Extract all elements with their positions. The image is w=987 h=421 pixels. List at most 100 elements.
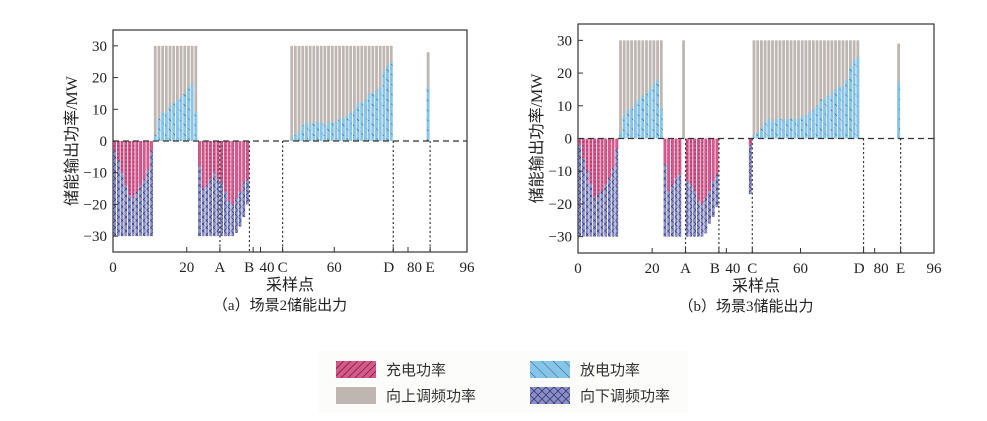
discharge-bar	[389, 61, 393, 141]
discharge-bar	[622, 115, 626, 139]
y-tick-label: −30	[84, 229, 107, 245]
down-reg-bar	[663, 138, 667, 237]
bars	[113, 45, 430, 237]
discharge-bar	[852, 59, 856, 139]
charge-bar	[711, 138, 715, 182]
up-reg-bar	[626, 40, 630, 139]
discharge-bar	[371, 93, 375, 141]
y-tick-label: 30	[557, 33, 572, 49]
x-tick-label: 0	[109, 260, 117, 276]
chart-title: （a）场景2储能出力	[213, 297, 347, 314]
up-reg-bar	[815, 40, 819, 139]
x-tick-label: D	[383, 260, 394, 276]
chart-scenario-2: −30 −20 −10 0 10 20 30 0 20 A B 40 C 60 D 80 E 96 采样点 储能输出功…	[63, 29, 476, 314]
legend-label: 充电功率	[386, 360, 447, 379]
charge-bar	[128, 141, 131, 195]
down-reg-bar	[604, 138, 608, 237]
discharge-bar	[168, 106, 172, 141]
discharge-bar	[619, 131, 622, 139]
legend-label: 放电功率	[580, 360, 641, 379]
discharge-bar	[845, 79, 849, 139]
chart-panel-b: −30 −20 −10 0 10 20 30 0 20 A B 40 C 60 D 80 E 96 采样点 储能输出功…	[493, 0, 987, 345]
up-reg-bar	[800, 40, 804, 139]
charge-bar	[242, 141, 246, 183]
discharge-bar	[360, 102, 364, 141]
up-reg-bar	[301, 45, 305, 141]
discharge-bar	[330, 121, 334, 141]
x-tick-label: 96	[927, 261, 943, 277]
y-tick-label: −30	[549, 230, 572, 246]
discharge-bar	[763, 122, 767, 139]
y-tick-label: 0	[565, 132, 573, 148]
down-reg-bar	[589, 138, 593, 237]
y-axis-label: 储能输出功率/MW	[63, 75, 81, 206]
down-reg-bar	[124, 141, 128, 237]
chart-panel-a: −30 −20 −10 0 10 20 30 0 20 A B 40 C 60 D 80 E 96 采样点 储能输出功…	[0, 0, 493, 345]
discharge-swatch-icon	[530, 360, 570, 378]
discharge-bar	[837, 86, 841, 139]
up-reg-bar	[630, 40, 634, 139]
plot-area	[577, 23, 935, 254]
discharge-bar	[633, 102, 637, 139]
x-tick-label: 80	[407, 260, 422, 276]
charge-bar	[150, 141, 153, 151]
discharge-bar	[153, 134, 157, 141]
discharge-bar	[771, 122, 774, 139]
up-reg-bar	[172, 45, 176, 141]
up-reg-bar	[826, 40, 830, 139]
discharge-bar	[375, 90, 378, 141]
bars	[578, 40, 901, 237]
up-reg-bar	[782, 40, 786, 139]
charge-bar	[142, 141, 146, 180]
down-reg-bar	[142, 141, 146, 237]
up-reg-bar	[164, 45, 168, 141]
y-tick-label: 10	[92, 102, 107, 118]
discharge-bar	[778, 118, 782, 139]
down-reg-bar	[216, 141, 220, 237]
up-reg-bar	[682, 40, 685, 139]
up-reg-bar	[767, 40, 771, 139]
x-tick-label: 96	[460, 260, 476, 276]
discharge-bar	[834, 89, 837, 139]
x-tick-label: 80	[874, 261, 889, 277]
y-tick-label: 20	[557, 66, 572, 82]
discharge-bar	[338, 118, 342, 141]
discharge-bar	[367, 93, 371, 141]
x-axis-label: 采样点	[732, 277, 780, 295]
x-tick-label: D	[854, 261, 865, 277]
up-reg-bar	[619, 40, 622, 139]
charge-bar	[708, 138, 711, 191]
down-reg-bar	[146, 141, 150, 237]
charge-bar	[205, 141, 209, 186]
legend-label: 向上调频功率	[386, 386, 477, 405]
discharge-bar	[293, 134, 297, 141]
up-reg-bar	[323, 45, 327, 141]
up-reg-bar	[290, 45, 294, 141]
up-reg-bar	[622, 40, 626, 139]
discharge-bar	[175, 99, 179, 141]
up-reg-bar	[338, 45, 342, 141]
discharge-bar	[841, 86, 845, 139]
discharge-bar	[811, 109, 815, 139]
up-reg-swatch-icon	[336, 386, 376, 404]
chart-scenario-3: −30 −20 −10 0 10 20 30 0 20 A B 40 C 60 D 80 E 96 采样点 储能输出功…	[528, 23, 943, 315]
down-reg-bar	[209, 141, 212, 237]
discharge-bar	[386, 64, 389, 141]
charge-bar	[589, 138, 593, 185]
chart-title: （b）场景3储能出力	[678, 298, 813, 315]
x-tick-label: B	[244, 260, 254, 276]
charge-bar	[678, 138, 682, 175]
up-reg-bar	[175, 45, 179, 141]
discharge-bar	[641, 95, 645, 139]
up-reg-bar	[341, 45, 345, 141]
down-reg-bar	[198, 141, 201, 237]
up-reg-bar	[793, 40, 797, 139]
up-reg-bar	[771, 40, 774, 139]
discharge-bar	[774, 118, 778, 139]
discharge-bar	[830, 92, 834, 139]
down-reg-swatch-icon	[530, 386, 570, 404]
down-reg-bar	[582, 138, 585, 237]
charge-bar	[578, 138, 582, 146]
charge-bar	[685, 138, 689, 182]
discharge-bar	[352, 109, 356, 141]
